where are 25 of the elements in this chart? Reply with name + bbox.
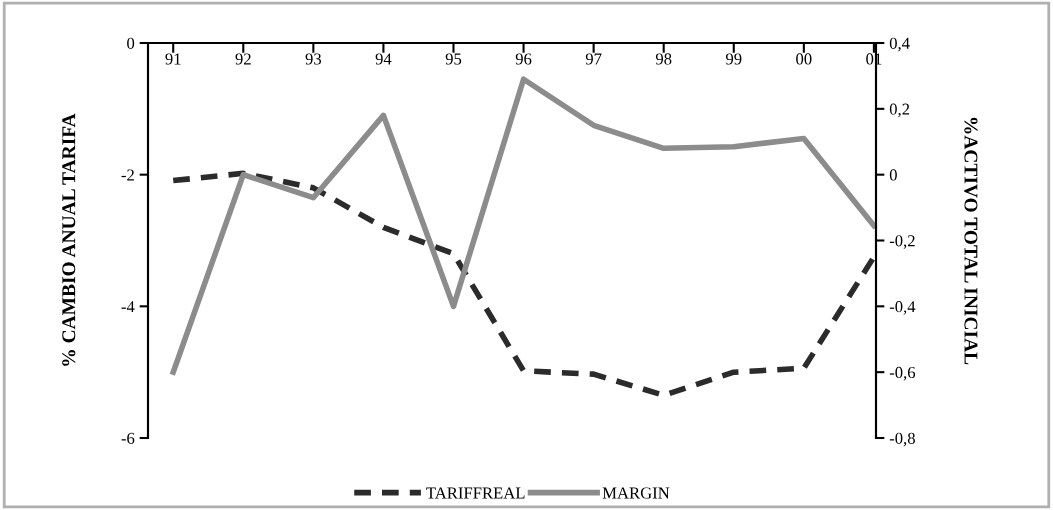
x-tick-label: 94: [375, 53, 392, 65]
x-tick-label: 96: [515, 53, 532, 65]
legend-label: MARGIN: [602, 487, 670, 499]
y2-tick-label: -0,8: [889, 432, 915, 447]
y-tick-label: 0: [127, 37, 135, 49]
y-tick-label: -6: [121, 432, 135, 444]
y-tick-label: -2: [121, 169, 134, 181]
y2-tick-label: -0,6: [889, 366, 916, 381]
x-tick-label: 93: [305, 53, 322, 65]
y2-axis-title: %ACTIVO TOTAL INICIAL: [964, 117, 978, 365]
y2-tick-label: -0,2: [889, 235, 915, 249]
y-tick-label: -4: [121, 301, 135, 313]
x-tick-label: 98: [655, 53, 672, 65]
x-tick-label: 97: [585, 53, 602, 65]
y2-tick-label: 0: [889, 169, 897, 181]
y2-tick-label: 0,4: [889, 37, 910, 52]
x-tick-label: 91: [165, 53, 181, 65]
y2-tick-label: -0,4: [889, 301, 916, 315]
legend-label: TARIFFREAL: [426, 487, 525, 499]
y2-tick-label: 0,2: [889, 103, 910, 118]
x-tick-label: 99: [725, 53, 742, 65]
x-tick-label: 92: [235, 53, 251, 65]
x-tick-label: 95: [445, 53, 462, 65]
y-axis-title: % CAMBIO ANUAL TARIFA: [62, 113, 76, 366]
x-tick-label: 00: [796, 53, 812, 65]
